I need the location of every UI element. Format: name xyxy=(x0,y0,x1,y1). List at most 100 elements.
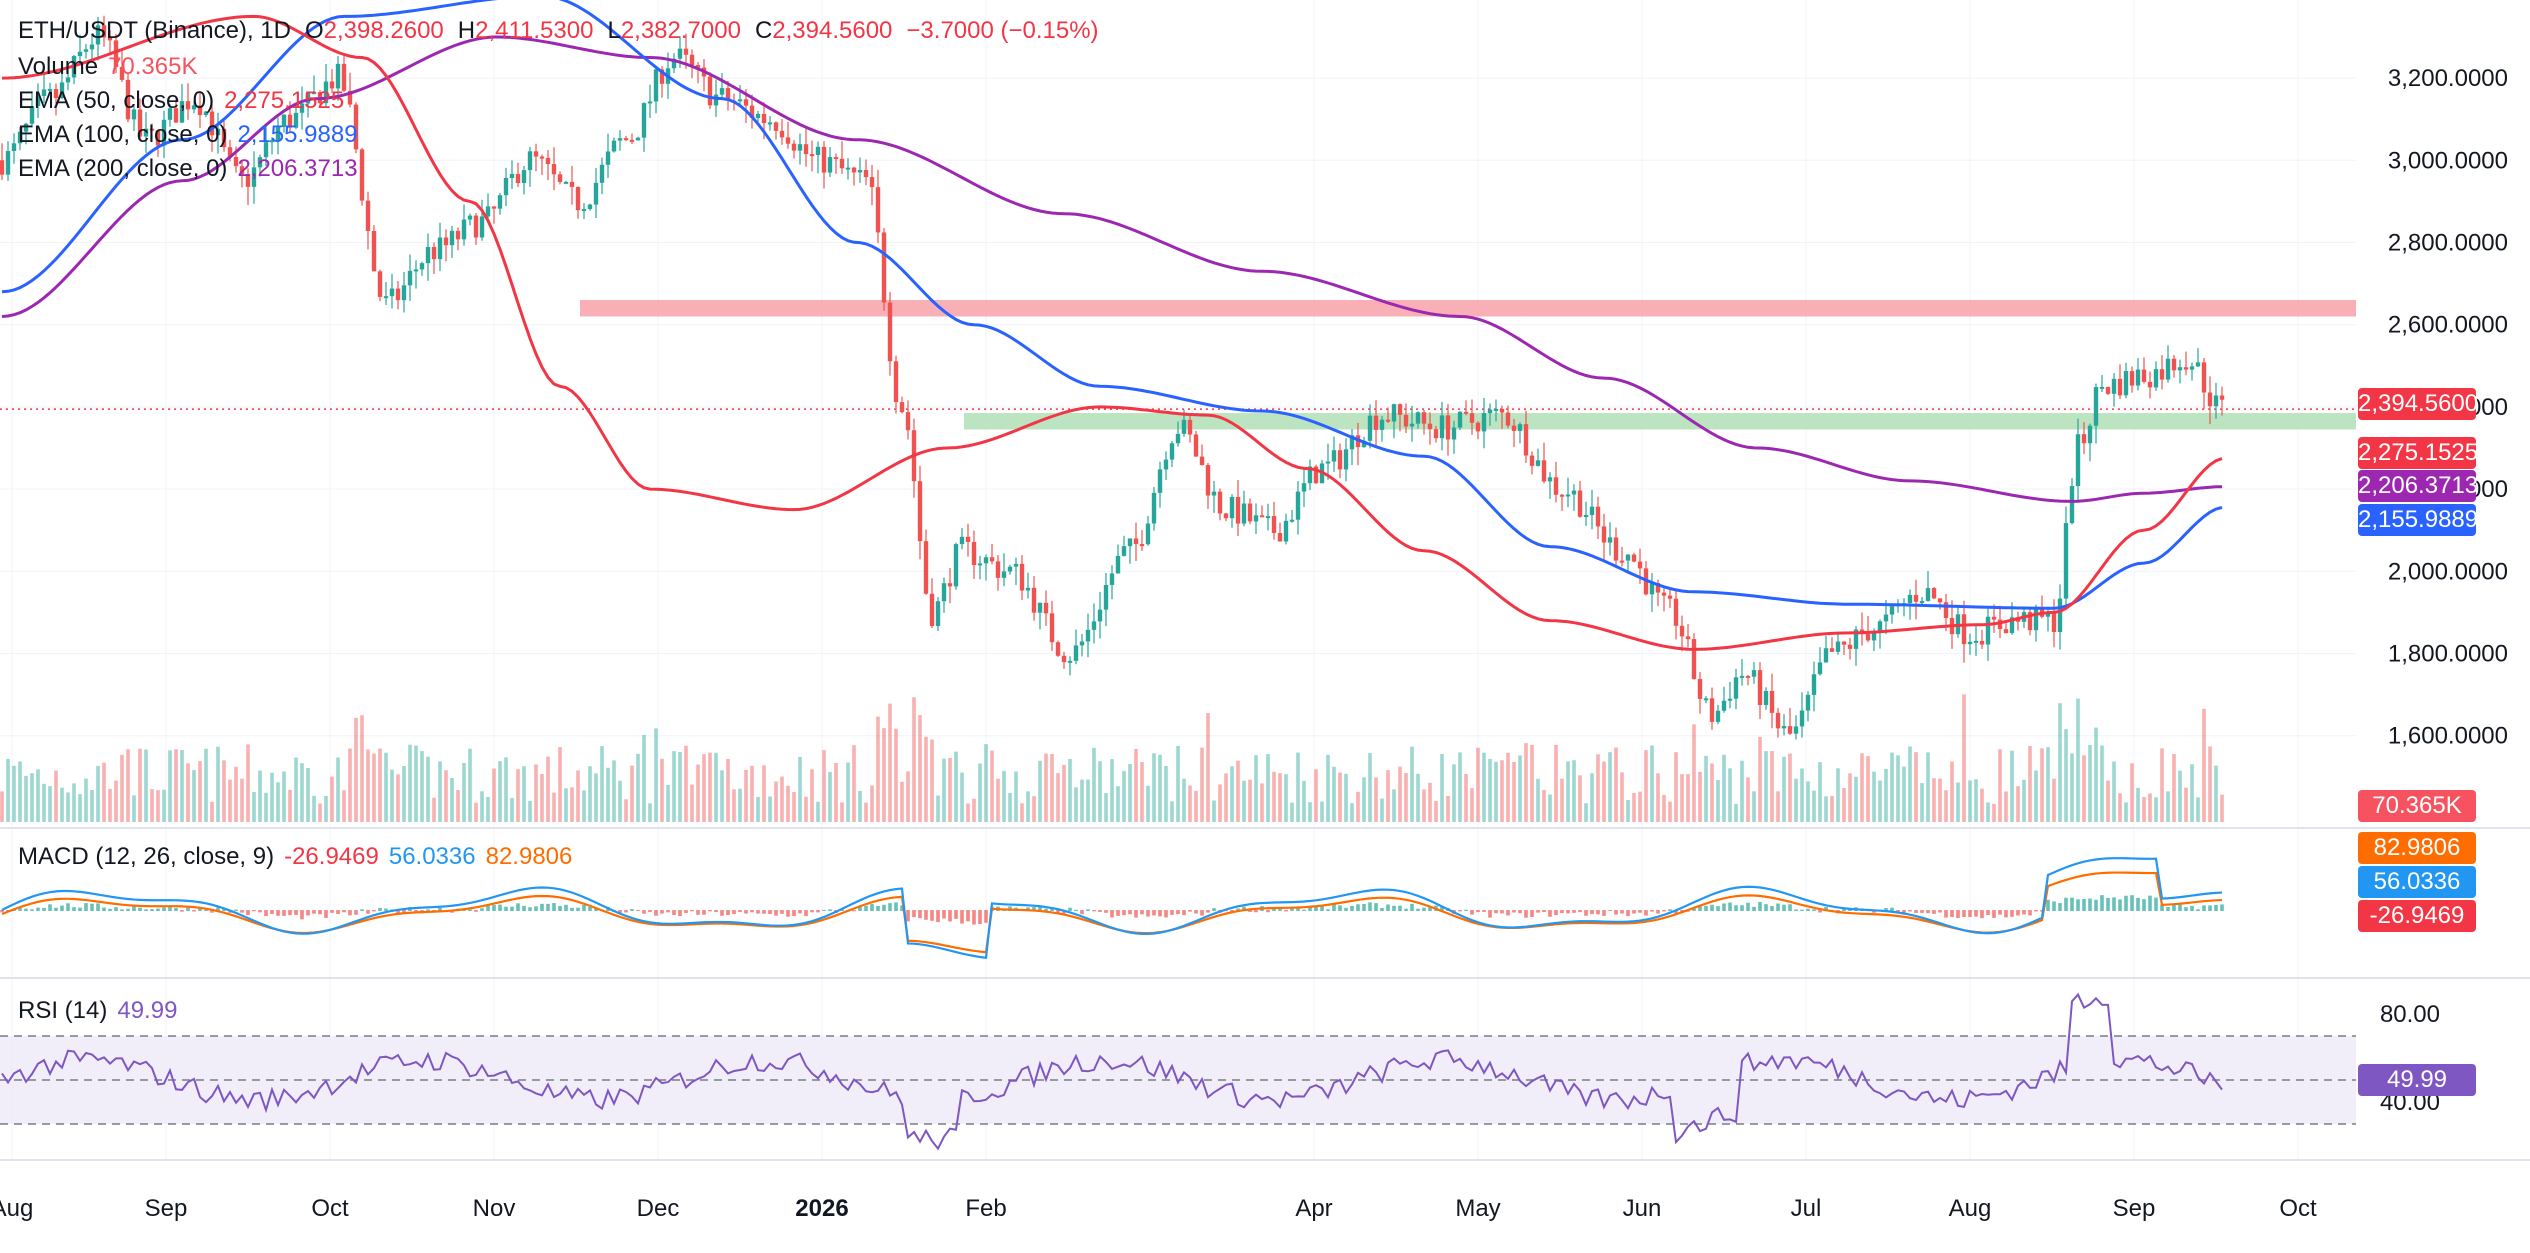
candle xyxy=(377,269,383,302)
volume-bar xyxy=(456,790,460,822)
candle-body xyxy=(617,138,623,141)
time-tick-label: Jul xyxy=(1791,1195,1822,1222)
candle-body xyxy=(1415,412,1421,424)
candle-body xyxy=(1115,555,1121,574)
macd-histogram-bar xyxy=(2196,909,2200,911)
candle xyxy=(1487,403,1493,426)
volume-bar xyxy=(1272,771,1276,822)
candle-body xyxy=(221,128,227,148)
candle-body xyxy=(833,157,839,160)
volume-bar xyxy=(2220,794,2224,822)
volume-bar xyxy=(792,792,796,822)
candle xyxy=(347,72,353,108)
macd-histogram-bar xyxy=(1140,910,1144,915)
candle xyxy=(2201,358,2207,410)
macd-histogram-bar xyxy=(1422,907,1426,911)
macd-histogram-bar xyxy=(1608,910,1612,912)
volume-bar xyxy=(1452,764,1456,822)
macd-histogram-bar xyxy=(594,908,598,911)
volume-bar xyxy=(24,775,28,822)
macd-histogram-bar xyxy=(2202,905,2206,911)
macd-histogram-bar xyxy=(1440,906,1444,911)
candle-body xyxy=(719,88,725,95)
candle xyxy=(935,597,941,631)
candle xyxy=(1877,619,1883,649)
volume-bar xyxy=(1752,791,1756,822)
candle-body xyxy=(1121,546,1127,556)
macd-histogram-bar xyxy=(354,910,358,915)
volume-bar xyxy=(2118,793,2122,822)
candle-body xyxy=(425,247,431,264)
candle xyxy=(2081,422,2087,455)
volume-bar xyxy=(2070,753,2074,822)
candle-body xyxy=(1589,506,1595,516)
candle xyxy=(443,229,449,262)
macd-histogram-bar xyxy=(1716,906,1720,911)
macd-hist-value: -26.9469 xyxy=(284,843,379,870)
candle-body xyxy=(1421,412,1427,424)
volume-bar xyxy=(1782,756,1786,822)
macd-histogram-bar xyxy=(822,909,826,911)
volume-bar xyxy=(2052,778,2056,822)
volume-bar xyxy=(1362,777,1366,822)
macd-pane xyxy=(0,827,2530,960)
volume-bar xyxy=(1890,752,1894,822)
macd-histogram-bar xyxy=(750,910,754,913)
volume-bar xyxy=(1590,773,1594,822)
macd-histogram-bar xyxy=(2148,895,2152,911)
volume-bar xyxy=(1284,774,1288,822)
price-tick-label: 2,000.0000 xyxy=(2388,558,2508,585)
candle-body xyxy=(353,104,359,150)
candle-body xyxy=(1661,592,1667,596)
macd-histogram-bar xyxy=(96,903,100,911)
candle xyxy=(1115,544,1121,574)
volume-bar xyxy=(1680,774,1684,822)
candle-body xyxy=(1379,419,1385,430)
volume-bar xyxy=(1920,783,1924,822)
candle-body xyxy=(1109,573,1115,585)
candle-body xyxy=(185,101,191,110)
macd-histogram-bar xyxy=(1404,908,1408,911)
volume-bar xyxy=(444,770,448,822)
candle xyxy=(251,151,257,204)
candle xyxy=(1139,530,1145,551)
change-value: −3.7000 (−0.15%) xyxy=(906,17,1099,44)
candle-body xyxy=(2033,606,2039,631)
candle xyxy=(1823,635,1829,663)
candle xyxy=(821,141,827,189)
volume-bar xyxy=(1146,785,1150,822)
candle xyxy=(425,233,431,281)
candle-body xyxy=(527,151,533,171)
volume-bar xyxy=(198,761,202,822)
volume-bar xyxy=(1212,800,1216,822)
candle-body xyxy=(1223,513,1229,519)
candle xyxy=(1145,515,1151,546)
volume-bar xyxy=(528,800,532,822)
candle-body xyxy=(1847,644,1853,649)
candle-body xyxy=(893,361,899,403)
candle-body xyxy=(1601,526,1607,543)
volume-bar xyxy=(1332,766,1336,822)
price-tick-label: 3,000.0000 xyxy=(2388,147,2508,174)
time-tick-label: Jun xyxy=(1623,1195,1662,1222)
macd-histogram-bar xyxy=(558,905,562,911)
candle-body xyxy=(1283,520,1289,542)
candle-body xyxy=(983,557,989,564)
volume-bar xyxy=(2136,787,2140,822)
volume-bar xyxy=(1818,762,1822,822)
candle-body xyxy=(755,113,761,118)
volume-bar xyxy=(564,788,568,822)
volume-bar xyxy=(786,785,790,822)
volume-bar xyxy=(762,765,766,822)
candle xyxy=(1967,633,1973,655)
candle-body xyxy=(95,25,101,45)
macd-histogram-bar xyxy=(738,910,742,913)
volume-bar xyxy=(960,772,964,822)
candle xyxy=(1217,488,1223,521)
volume-bar xyxy=(288,789,292,822)
candle-body xyxy=(347,90,353,105)
macd-histogram-bar xyxy=(1326,909,1330,911)
volume-bar xyxy=(1686,774,1690,822)
candle xyxy=(509,160,515,190)
